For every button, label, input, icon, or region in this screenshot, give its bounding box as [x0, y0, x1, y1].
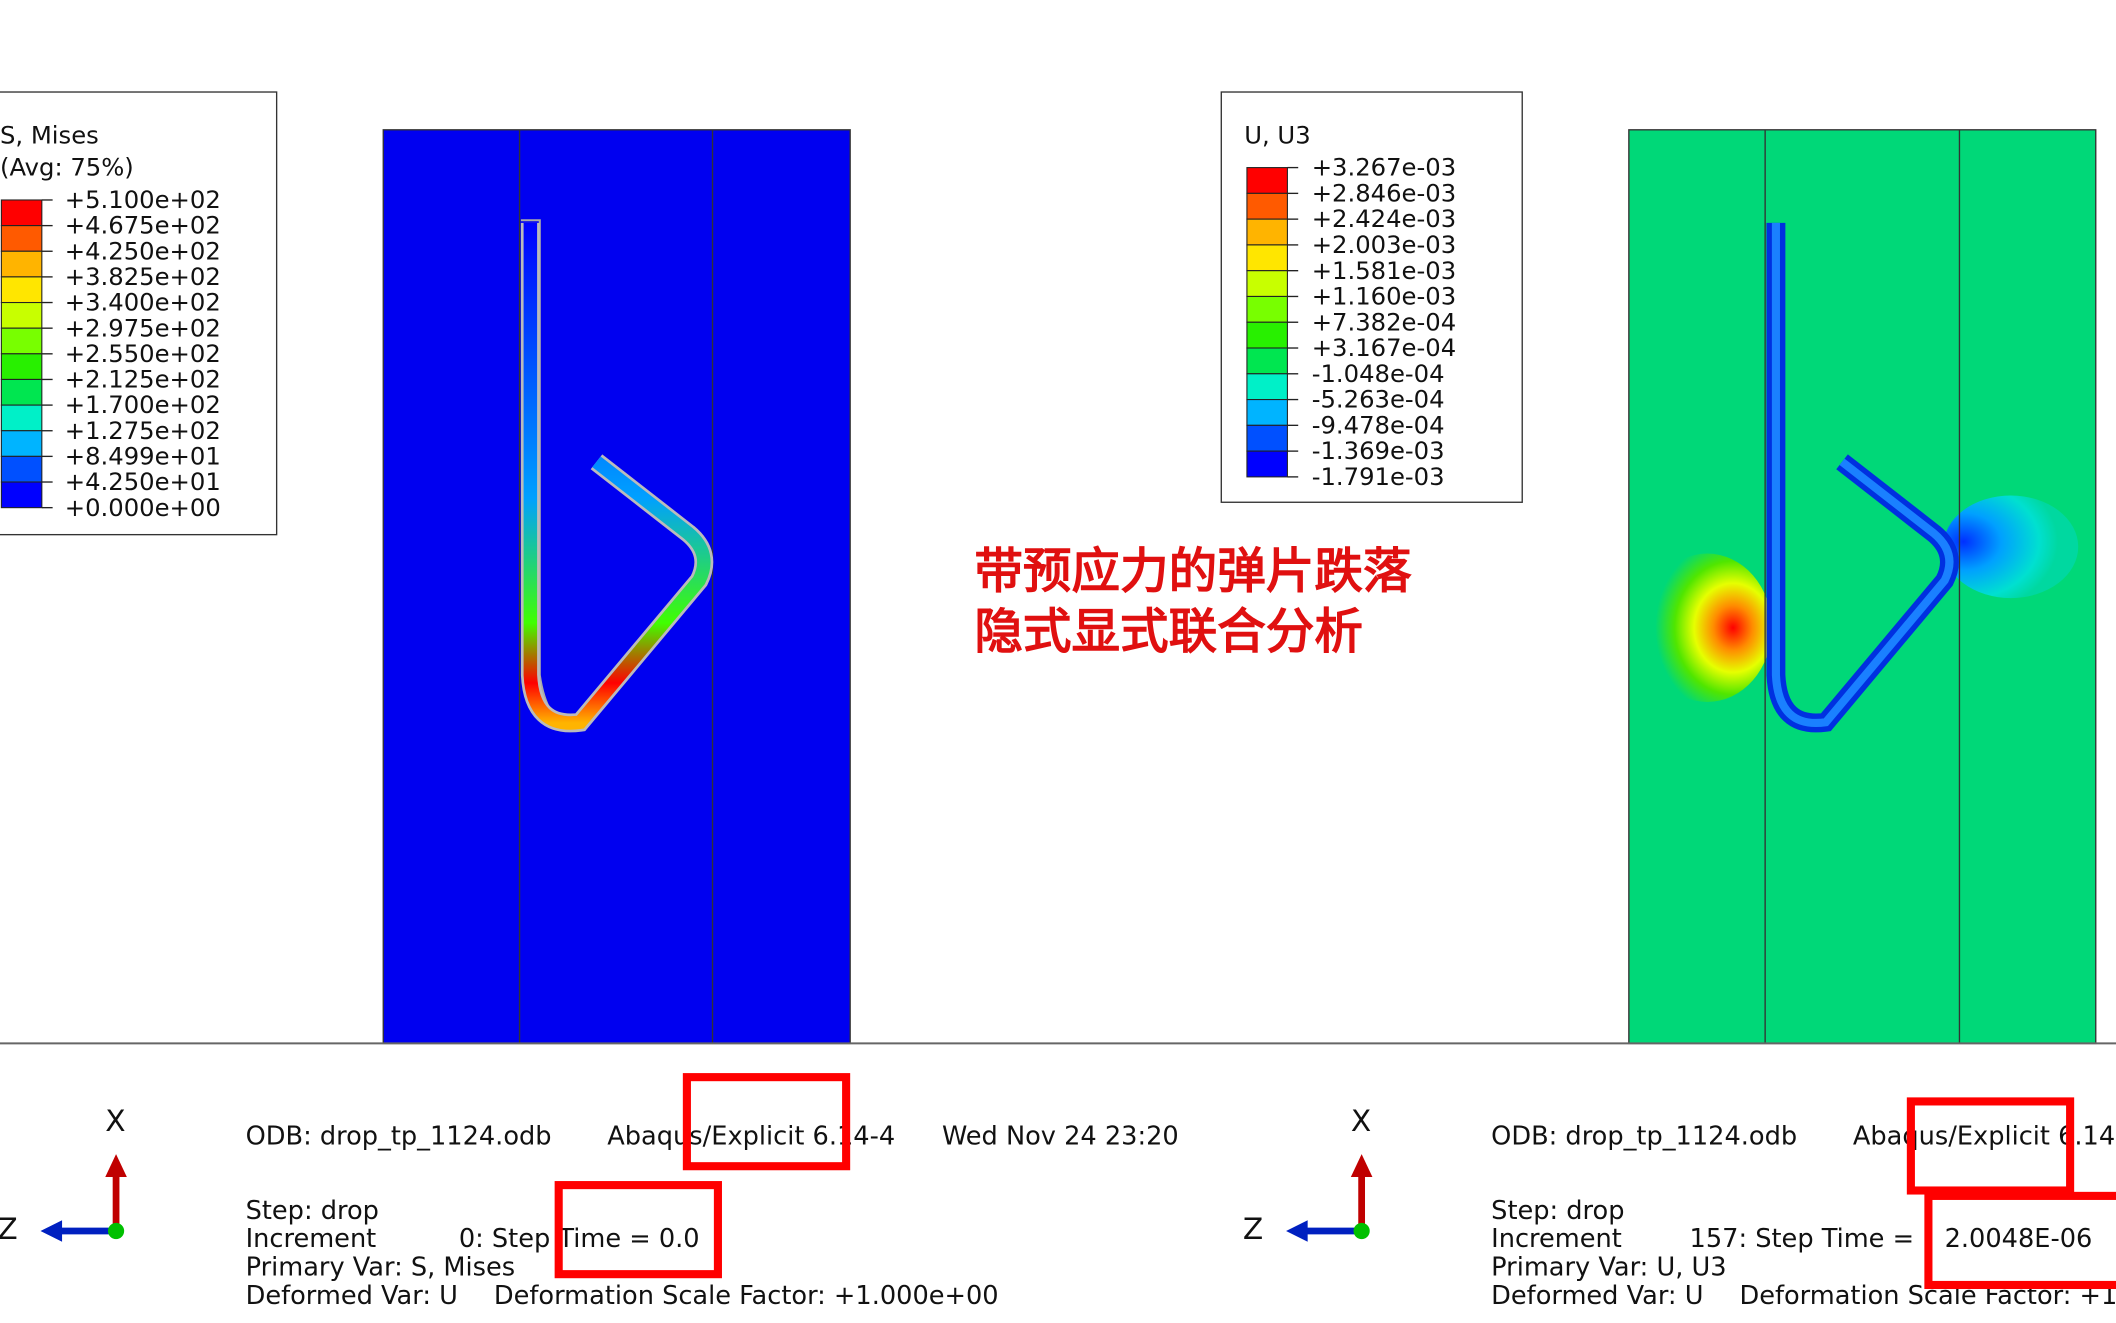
legend-band: [0, 378, 43, 406]
legend-band: [0, 481, 43, 509]
info-text: Abaqus/Explicit 6.14-4: [607, 1122, 895, 1152]
info-text: Deformation Scale Factor: +1.000e+00: [494, 1281, 999, 1311]
info-text: Deformed Var: U: [1491, 1281, 1703, 1311]
legend-title: U, U3: [1244, 120, 1310, 149]
triad: X Z: [0, 1103, 127, 1246]
legend-label: -5.263e-04: [1312, 385, 1445, 414]
legend-label: +3.167e-04: [1312, 333, 1456, 362]
contour: [1943, 495, 2079, 599]
triad: X Z: [1243, 1103, 1373, 1246]
legend-label: +4.675e+02: [65, 211, 221, 240]
legend-label: +3.400e+02: [65, 288, 221, 317]
axis-label: Z: [0, 1211, 18, 1246]
legend-band: [1246, 373, 1288, 401]
legend-label: +1.275e+02: [65, 416, 221, 445]
info-text: ODB: drop_tp_1124.odb: [1491, 1122, 1797, 1152]
legend-label: +2.125e+02: [65, 365, 221, 394]
legend-label: +4.250e+02: [65, 236, 221, 265]
legend-band: [0, 353, 43, 380]
legend-label: -1.048e-04: [1312, 359, 1445, 388]
legend-band: [1246, 424, 1288, 452]
spring: [523, 222, 711, 730]
legend-label: +2.550e+02: [65, 339, 221, 368]
info-text: ODB: drop_tp_1124.odb: [246, 1122, 552, 1152]
legend-box: [0, 91, 278, 536]
info-text: Primary Var: U, U3: [1491, 1253, 1726, 1283]
info-text: Step: drop: [246, 1196, 379, 1226]
model-part: [382, 129, 851, 1045]
legend-band: [0, 301, 43, 329]
info-text: Primary Var: S, Mises: [246, 1253, 516, 1283]
legend-band: [0, 455, 43, 483]
info-text: 2.0048E-06: [1945, 1224, 2093, 1254]
legend-band: [0, 225, 43, 252]
axis-label: X: [105, 1103, 125, 1138]
annotation: 带预应力的弹片跌落: [974, 543, 1412, 599]
legend-label: +0.000e+00: [65, 493, 221, 522]
legend-band: [0, 327, 43, 355]
legend-band: [0, 404, 43, 432]
legend-label: -1.791e-03: [1312, 462, 1445, 491]
legend-title: S, Mises: [0, 120, 99, 149]
annotation: 隐式显式联合分析: [974, 604, 1363, 660]
info-text: 157: Step Time =: [1690, 1224, 1915, 1254]
legend-band: [0, 250, 43, 278]
legend-band: [1246, 321, 1288, 349]
legend-band: [1246, 347, 1288, 375]
legend-band: [1246, 244, 1288, 272]
legend-band: [0, 430, 43, 457]
legend-label: +3.267e-03: [1312, 153, 1456, 182]
info-text: Step: drop: [1491, 1196, 1624, 1226]
legend-label: +2.424e-03: [1312, 204, 1456, 233]
info-text: Increment: [246, 1224, 377, 1254]
contour: [1642, 553, 1772, 702]
legend-label: +8.499e+01: [65, 441, 221, 470]
legend-band: [1246, 450, 1288, 478]
info-text: Deformed Var: U: [246, 1281, 458, 1311]
legend-label: -9.478e-04: [1312, 410, 1445, 439]
spring-core: [1771, 222, 1954, 728]
legend-label: -1.369e-03: [1312, 436, 1445, 465]
legend-band: [1246, 270, 1288, 298]
legend-band: [0, 199, 43, 227]
legend-label: +2.846e-03: [1312, 178, 1456, 207]
legend-label: +4.250e+01: [65, 467, 221, 496]
info-text: 0: Step Time = 0.0: [459, 1224, 700, 1254]
info-text: Increment: [1491, 1224, 1622, 1254]
legend-band: [1246, 295, 1288, 323]
legend-label: +1.160e-03: [1312, 282, 1456, 311]
legend-label: +1.700e+02: [65, 390, 221, 419]
legend-label: +3.825e+02: [65, 262, 221, 291]
legend-subtitle: (Avg: 75%): [0, 153, 134, 182]
legend-label: +2.975e+02: [65, 313, 221, 342]
info-text: Abaqus/Explicit 6.14-4: [1853, 1122, 2116, 1152]
axis-label: Z: [1243, 1211, 1263, 1246]
info-text: Wed Nov 24 23:20: [942, 1122, 1179, 1152]
axis-label: X: [1351, 1103, 1371, 1138]
legend-band: [1246, 399, 1288, 426]
legend-band: [1246, 218, 1288, 246]
legend-band: [1246, 167, 1288, 194]
legend-band: [0, 276, 43, 304]
legend-label: +5.100e+02: [65, 185, 221, 214]
legend-label: +1.581e-03: [1312, 256, 1456, 285]
legend-label: +7.382e-04: [1312, 307, 1456, 336]
highlight-boxes: [554, 1073, 2116, 1290]
legend-band: [1246, 192, 1288, 220]
legend-label: +2.003e-03: [1312, 230, 1456, 259]
